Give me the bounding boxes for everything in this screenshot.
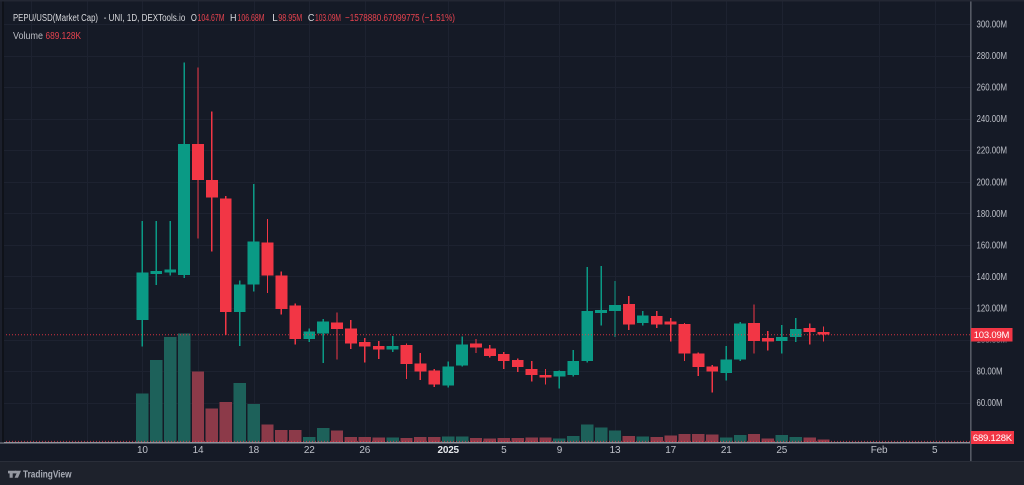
svg-text:10: 10 bbox=[137, 445, 148, 456]
svg-text:O: O bbox=[191, 13, 197, 24]
svg-text:21: 21 bbox=[721, 445, 732, 456]
svg-text:689.128K: 689.128K bbox=[46, 31, 82, 42]
svg-text:300.00M: 300.00M bbox=[977, 20, 1008, 31]
svg-text:H: H bbox=[230, 13, 237, 24]
svg-text:240.00M: 240.00M bbox=[977, 114, 1008, 125]
svg-text:220.00M: 220.00M bbox=[977, 146, 1008, 157]
svg-text:C: C bbox=[308, 13, 315, 24]
svg-text:9: 9 bbox=[557, 445, 563, 456]
svg-text:200.00M: 200.00M bbox=[977, 177, 1008, 188]
svg-text:17: 17 bbox=[665, 445, 676, 456]
svg-text:2025: 2025 bbox=[437, 445, 459, 456]
svg-text:103.09M: 103.09M bbox=[315, 13, 341, 24]
svg-text:180.00M: 180.00M bbox=[977, 209, 1008, 220]
svg-text:120.00M: 120.00M bbox=[977, 304, 1008, 315]
svg-text:L: L bbox=[272, 13, 278, 24]
svg-text:25: 25 bbox=[776, 445, 787, 456]
svg-text:26: 26 bbox=[359, 445, 370, 456]
svg-text:13: 13 bbox=[610, 445, 621, 456]
svg-text:Volume: Volume bbox=[13, 31, 43, 42]
svg-text:280.00M: 280.00M bbox=[977, 51, 1008, 62]
svg-text:22: 22 bbox=[304, 445, 315, 456]
svg-text:98.95M: 98.95M bbox=[278, 13, 302, 24]
svg-text:- UNI, 1D, DEXTools.io: - UNI, 1D, DEXTools.io bbox=[104, 13, 186, 24]
svg-text:104.67M: 104.67M bbox=[198, 13, 225, 24]
svg-text:689.128K: 689.128K bbox=[973, 433, 1013, 444]
svg-text:Feb: Feb bbox=[871, 445, 888, 456]
svg-text:5: 5 bbox=[501, 445, 507, 456]
svg-text:140.00M: 140.00M bbox=[977, 272, 1008, 283]
svg-text:5: 5 bbox=[932, 445, 938, 456]
svg-text:TradingView: TradingView bbox=[23, 470, 72, 481]
svg-text:−1578880.67099775 (−1.51%): −1578880.67099775 (−1.51%) bbox=[345, 13, 455, 24]
svg-text:103.09M: 103.09M bbox=[974, 330, 1010, 341]
svg-text:18: 18 bbox=[248, 445, 259, 456]
svg-text:14: 14 bbox=[193, 445, 204, 456]
svg-text:160.00M: 160.00M bbox=[977, 240, 1008, 251]
svg-text:PEPU/USD(Market Cap): PEPU/USD(Market Cap) bbox=[13, 13, 98, 24]
svg-text:80.00M: 80.00M bbox=[977, 367, 1003, 378]
svg-text:60.00M: 60.00M bbox=[977, 398, 1003, 409]
svg-text:260.00M: 260.00M bbox=[977, 83, 1008, 94]
svg-text:106.68M: 106.68M bbox=[238, 13, 265, 24]
